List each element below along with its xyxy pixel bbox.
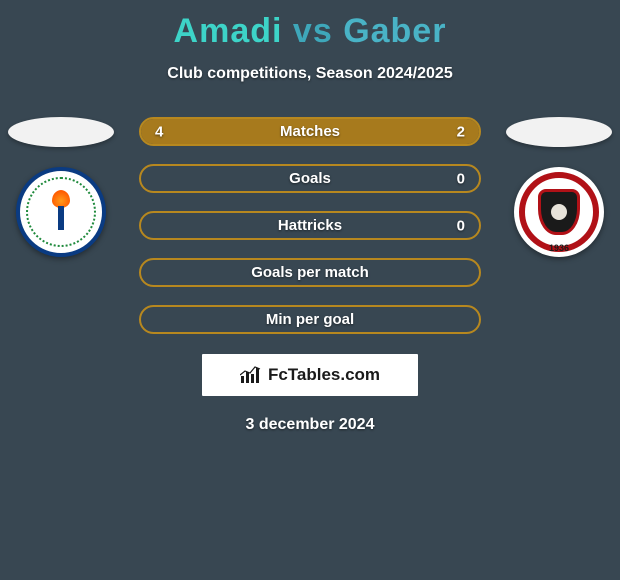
- stat-label: Goals per match: [251, 264, 369, 281]
- stat-bar: Goals per match: [139, 258, 481, 287]
- player2-silhouette: [506, 117, 612, 147]
- attribution-badge: FcTables.com: [202, 354, 418, 396]
- stat-label: Hattricks: [278, 217, 342, 234]
- player1-name: Amadi: [174, 12, 283, 50]
- stat-bar: Hattricks 0: [139, 211, 481, 240]
- vs-label: vs: [293, 12, 333, 50]
- stat-value-right: 0: [457, 170, 465, 187]
- stat-value-right: 0: [457, 217, 465, 234]
- stat-value-left: 4: [155, 123, 163, 140]
- attribution-text: FcTables.com: [268, 365, 380, 385]
- date-label: 3 december 2024: [0, 416, 620, 434]
- player1-club-crest: [16, 167, 106, 257]
- right-flank: 1936: [504, 117, 614, 257]
- shield-icon: [538, 189, 580, 235]
- player2-club-crest: 1936: [514, 167, 604, 257]
- bar-chart-icon: [240, 366, 262, 384]
- player1-silhouette: [8, 117, 114, 147]
- stat-bar: 4 Matches 2: [139, 117, 481, 146]
- torch-icon: [52, 190, 70, 230]
- subtitle: Club competitions, Season 2024/2025: [0, 65, 620, 83]
- stat-value-right: 2: [457, 123, 465, 140]
- page-title: Amadi vs Gaber: [0, 0, 620, 51]
- stat-bars: 4 Matches 2 Goals 0 Hattricks 0 Goals per match…: [139, 117, 481, 334]
- stat-label: Matches: [280, 123, 340, 140]
- stat-label: Min per goal: [266, 311, 354, 328]
- stat-bar: Goals 0: [139, 164, 481, 193]
- comparison-arena: 1936 4 Matches 2 Goals 0 Hattricks 0 Goals per …: [0, 117, 620, 334]
- crest-year: 1936: [514, 243, 604, 253]
- stat-label: Goals: [289, 170, 331, 187]
- left-flank: [6, 117, 116, 257]
- player2-name: Gaber: [343, 12, 446, 50]
- stat-bar: Min per goal: [139, 305, 481, 334]
